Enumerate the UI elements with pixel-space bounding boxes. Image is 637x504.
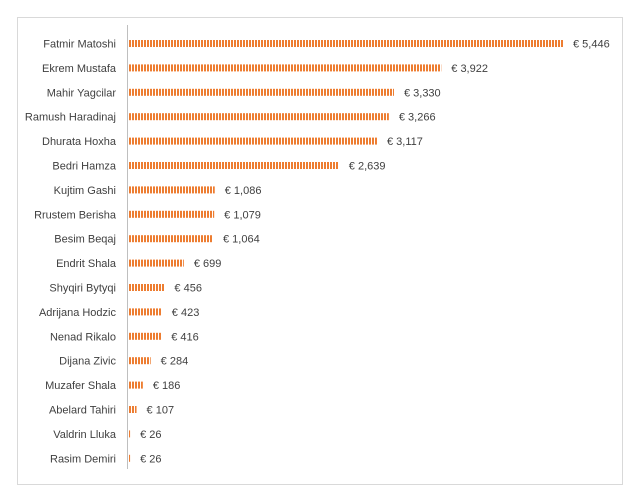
value-label: € 3,266: [399, 112, 436, 124]
category-label: Kujtim Gashi: [54, 185, 116, 197]
bar: [128, 235, 213, 243]
category-label: Abelard Tahiri: [49, 405, 116, 417]
value-label: € 3,117: [387, 136, 423, 148]
category-label: Muzafer Shala: [45, 380, 117, 392]
category-label: Endrit Shala: [56, 258, 117, 270]
bar: [128, 162, 339, 169]
value-label: € 5,446: [573, 39, 610, 51]
bar: [128, 454, 131, 462]
category-label: Besim Beqaj: [54, 234, 116, 246]
category-label: Dhurata Hoxha: [42, 136, 117, 148]
value-label: € 2,639: [349, 161, 386, 173]
bar: [128, 113, 389, 121]
category-label: Adrijana Hodzic: [39, 307, 117, 319]
category-label: Mahir Yagcilar: [47, 87, 117, 99]
bar: [128, 381, 143, 389]
value-label: € 186: [153, 380, 181, 392]
category-label: Shyqiri Bytyqi: [49, 283, 116, 295]
chart-area: Fatmir Matoshi € 5,446 Ekrem Mustafa € 3,92…: [17, 17, 623, 485]
value-label: € 26: [140, 453, 161, 465]
category-label: Ekrem Mustafa: [42, 63, 117, 75]
category-label: Rasim Demiri: [50, 453, 116, 465]
value-label: € 3,922: [451, 63, 488, 75]
bar: [128, 186, 215, 194]
value-label: € 1,064: [223, 234, 260, 246]
bar: [128, 64, 442, 72]
bar: [128, 259, 184, 267]
bar: [128, 332, 162, 340]
category-label: Nenad Rikalo: [50, 331, 116, 343]
bar: [128, 88, 394, 96]
category-label: Valdrin Lluka: [53, 429, 117, 441]
category-label: Fatmir Matoshi: [43, 39, 116, 51]
value-label: € 699: [194, 258, 222, 270]
bar: [128, 357, 151, 365]
bar: [128, 40, 563, 47]
bar: [128, 210, 215, 218]
bar: [128, 137, 377, 145]
bar: [128, 406, 137, 413]
value-label: € 1,079: [224, 209, 261, 221]
bar: [128, 284, 165, 291]
category-label: Rrustem Berisha: [34, 209, 117, 221]
value-label: € 416: [171, 331, 199, 343]
value-label: € 26: [140, 429, 161, 441]
value-label: € 1,086: [225, 185, 262, 197]
value-label: € 284: [161, 356, 189, 368]
category-label: Bedri Hamza: [52, 161, 116, 173]
value-label: € 107: [147, 405, 175, 417]
value-label: € 423: [172, 307, 200, 319]
bar: [128, 430, 131, 438]
bar: [128, 308, 162, 316]
category-label: Dijana Zivic: [59, 356, 116, 368]
value-label: € 3,330: [404, 87, 441, 99]
category-label: Ramush Haradinaj: [25, 112, 116, 124]
value-label: € 456: [174, 283, 202, 295]
bar-chart: Fatmir Matoshi € 5,446 Ekrem Mustafa € 3,92…: [25, 25, 610, 469]
